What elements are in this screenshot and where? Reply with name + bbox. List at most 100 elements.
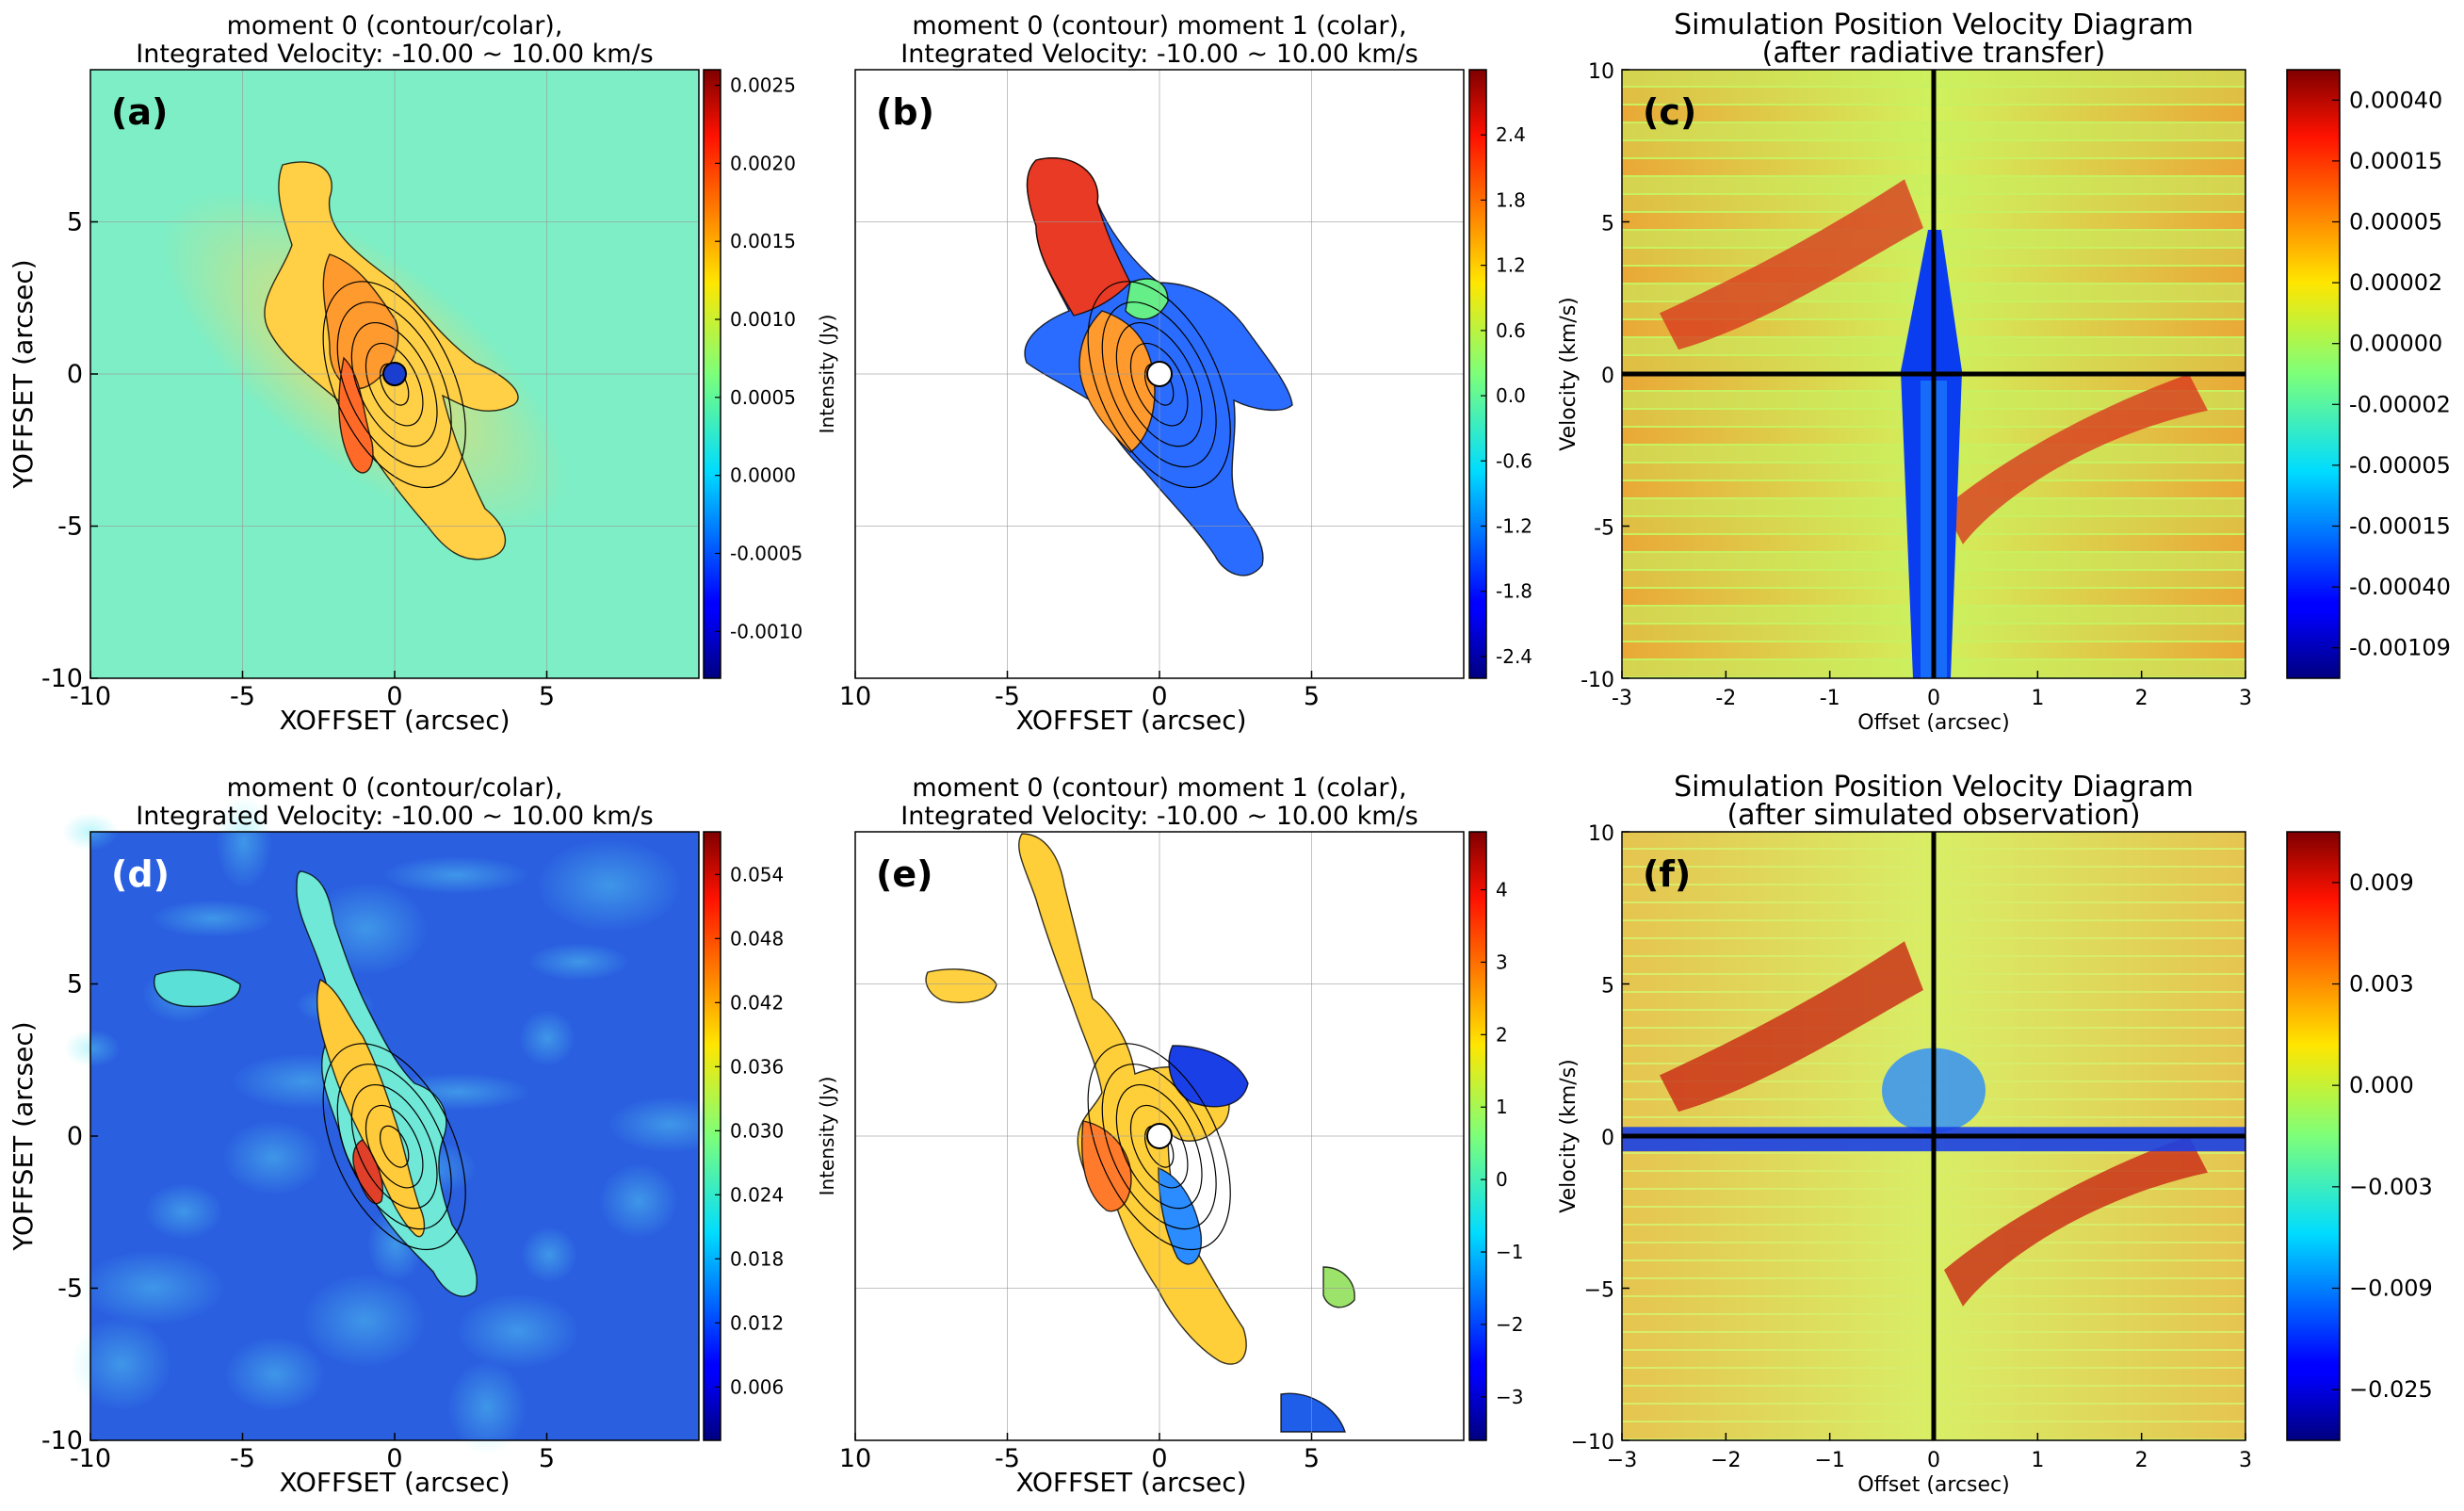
colorbar-tick-label: 0.030: [730, 1119, 784, 1142]
emission-region: [1322, 1266, 1355, 1308]
contour-line: [365, 342, 424, 427]
colorbar-tick-label: -0.0005: [730, 542, 802, 564]
colorbar-tick-label: −0.003: [2349, 1174, 2433, 1200]
panel-label-f: (f): [1643, 853, 1691, 895]
chart-title-line: moment 0 (contour) moment 1 (colar),: [912, 11, 1406, 41]
colorbar-tick-label: 0.054: [730, 863, 784, 885]
x-tick-label: -1: [1820, 687, 1840, 710]
y-tick-label: -5: [57, 1275, 83, 1304]
colorbar-a: [703, 69, 721, 679]
colorbar-tick-label: 0.0020: [730, 152, 796, 174]
y-axis-label: YOFFSET (arcsec): [8, 259, 39, 489]
noise-blob: [302, 1274, 427, 1368]
contour-line: [350, 321, 438, 447]
noise-blob: [382, 856, 529, 894]
contour-line: [1115, 321, 1203, 447]
noise-blob: [447, 1360, 527, 1454]
emission-region: [1018, 833, 1247, 1365]
x-tick-label: -5: [230, 1444, 255, 1473]
chart-title-line: moment 0 (contour/colar),: [227, 773, 563, 803]
x-axis-label: XOFFSET (arcsec): [279, 705, 510, 736]
colorbar-tick-label: 0.0000: [730, 464, 796, 487]
chart-title-line: Simulation Position Velocity Diagram: [1674, 8, 2194, 41]
colorbar-tick-label: 0.000: [2349, 1072, 2414, 1098]
x-tick-label: 5: [1304, 1444, 1320, 1473]
chart-title-line: (after simulated observation): [1726, 799, 2140, 832]
x-tick-label: -10: [70, 682, 111, 711]
colorbar-tick-label: 2.4: [1496, 123, 1526, 146]
noise-blob: [79, 1250, 226, 1325]
contour-line: [336, 1064, 452, 1230]
noise-blob: [144, 1183, 223, 1240]
noise-blob: [527, 943, 629, 981]
colorbar-d: [703, 831, 721, 1441]
y-axis-label: Velocity (km/s): [1557, 1059, 1581, 1213]
colorbar-tick-label: -0.00015: [2349, 513, 2451, 540]
contour-line: [1101, 301, 1217, 468]
x-tick-label: 5: [1304, 682, 1320, 711]
y-tick-label: 5: [67, 970, 83, 999]
x-tick-label: 1: [2031, 1449, 2044, 1472]
colorbar-tick-label: −1: [1496, 1241, 1523, 1263]
x-tick-label: -3: [1612, 687, 1632, 710]
emission-region: [1168, 1045, 1249, 1108]
x-tick-label: -2: [1715, 687, 1736, 710]
noise-blob: [216, 795, 272, 889]
colorbar-tick-label: 0.00000: [2349, 331, 2442, 357]
emission-region: [1026, 157, 1131, 317]
noise-blob: [519, 1010, 575, 1066]
colorbar-tick-label: −0.025: [2349, 1376, 2433, 1403]
colorbar-tick-label: -0.0010: [730, 620, 802, 642]
chart-title-line: (after radiative transfer): [1762, 37, 2106, 70]
colorbar-tick-label: 0.00040: [2349, 87, 2442, 113]
noise-blob: [456, 1293, 580, 1369]
x-tick-label: 0: [1927, 1449, 1940, 1472]
contour-line: [379, 1125, 410, 1168]
y-tick-label: -10: [1581, 669, 1614, 692]
x-tick-label: 0: [1151, 682, 1167, 711]
colorbar-tick-label: -0.00002: [2349, 391, 2451, 417]
noise-blob: [536, 838, 683, 933]
emission-region: [296, 870, 478, 1297]
colorbar-tick-label: −0.009: [2349, 1275, 2433, 1302]
colorbar-tick-label: 0.0010: [730, 308, 796, 331]
colorbar-tick-label: 0.048: [730, 927, 784, 950]
y-axis-label: YOFFSET (arcsec): [8, 1021, 39, 1251]
x-axis-label: Offset (arcsec): [1857, 1473, 2010, 1497]
colorbar-tick-label: 1.8: [1496, 188, 1526, 211]
colorbar-tick-label: 2: [1496, 1023, 1508, 1046]
colorbar-c: [2286, 69, 2341, 679]
colorbar-tick-label: -0.6: [1496, 449, 1532, 472]
colorbar-tick-label: 0.6: [1496, 319, 1526, 342]
source-marker: [1146, 1123, 1173, 1149]
y-tick-label: 0: [1601, 365, 1614, 388]
x-tick-label: 5: [539, 682, 555, 711]
pv-feature-upper: [1660, 179, 1923, 350]
colorbar-tick-label: 0.009: [2349, 869, 2414, 896]
x-axis-label: XOFFSET (arcsec): [279, 1467, 510, 1498]
contour-line: [350, 1083, 438, 1210]
colorbar-tick-label: −2: [1496, 1313, 1523, 1336]
noise-blob: [71, 1317, 172, 1411]
colorbar-tick-label: 0.0005: [730, 386, 796, 409]
source-marker: [1146, 361, 1173, 387]
y-tick-label: 10: [1588, 822, 1614, 846]
contour-line: [1101, 1064, 1217, 1230]
contour-line: [322, 281, 466, 489]
x-tick-label: 3: [2239, 687, 2252, 710]
chart-title-line: moment 0 (contour/colar),: [227, 11, 563, 41]
colorbar-tick-label: 0.018: [730, 1247, 784, 1270]
chart-title-line: Integrated Velocity: -10.00 ~ 10.00 km/s: [136, 40, 653, 69]
contour-line: [336, 301, 452, 468]
emission-region: [1280, 1392, 1346, 1433]
emission-region: [1158, 1166, 1203, 1265]
y-tick-label: −10: [1571, 1431, 1614, 1454]
y-tick-label: −5: [1584, 1279, 1614, 1303]
colorbar-label: Intensity (Jy): [816, 1077, 838, 1196]
panel-label-a: (a): [111, 91, 168, 133]
x-tick-label: 0: [1151, 1444, 1167, 1473]
colorbar-tick-label: 0.006: [730, 1375, 784, 1398]
contour-line: [1115, 1083, 1203, 1210]
x-tick-label: 1: [2031, 687, 2044, 710]
